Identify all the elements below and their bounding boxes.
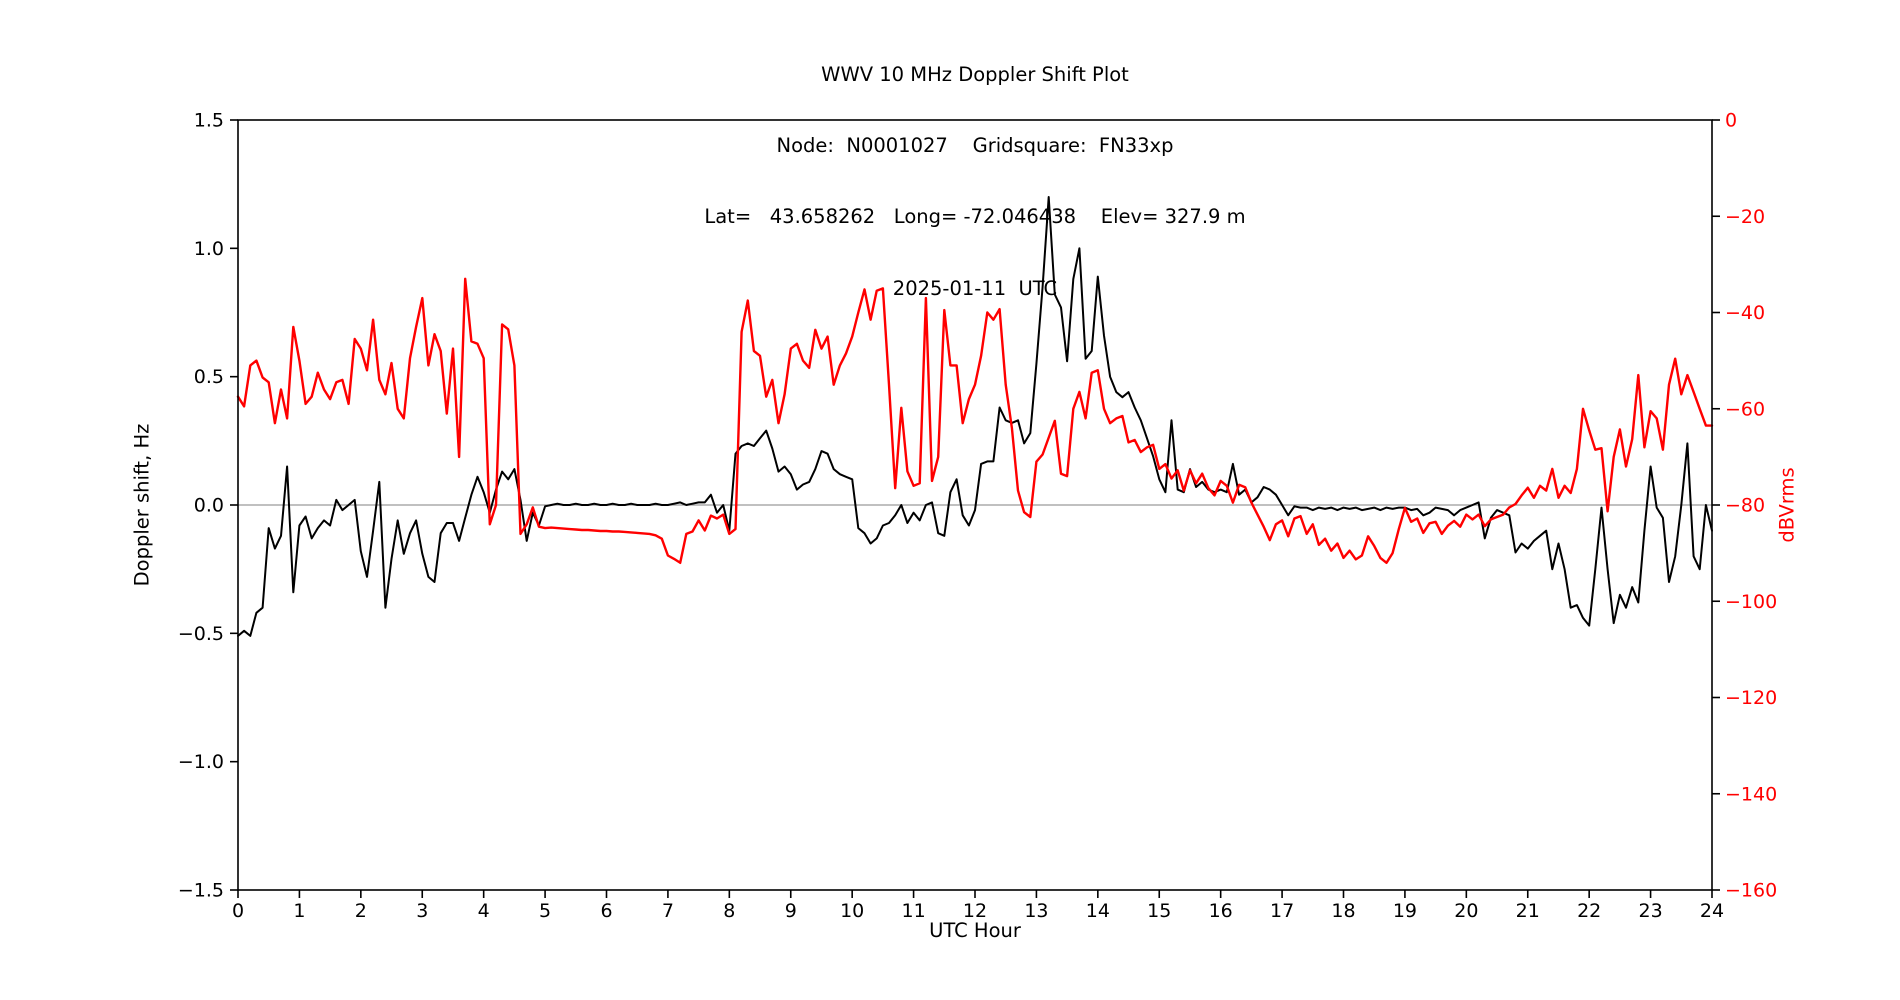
x-tick-label: 21: [1516, 900, 1540, 922]
x-tick-label: 11: [901, 900, 925, 922]
x-tick-label: 20: [1454, 900, 1478, 922]
x-tick-label: 17: [1270, 900, 1294, 922]
y-right-tick-label: 0: [1725, 110, 1737, 132]
x-tick-label: 8: [723, 900, 735, 922]
y-right-tick-label: −160: [1725, 880, 1777, 902]
chart-title-block: WWV 10 MHz Doppler Shift Plot Node: N000…: [238, 15, 1712, 324]
x-tick-label: 18: [1331, 900, 1355, 922]
y-right-tick-label: −40: [1725, 302, 1765, 324]
chart-subtitle-date: 2025-01-11 UTC: [892, 276, 1058, 300]
y-right-tick-label: −60: [1725, 398, 1765, 420]
x-tick-label: 13: [1024, 900, 1048, 922]
x-tick-label: 9: [785, 900, 797, 922]
y-right-tick-label: −100: [1725, 591, 1777, 613]
y-right-tick-label: −20: [1725, 206, 1765, 228]
x-tick-label: 19: [1393, 900, 1417, 922]
y-right-tick-label: −80: [1725, 495, 1765, 517]
x-tick-label: 23: [1638, 900, 1662, 922]
x-tick-label: 22: [1577, 900, 1601, 922]
y-left-tick-label: 0.0: [194, 495, 224, 517]
y-right-tick-label: −120: [1725, 687, 1777, 709]
y-left-tick-label: −1.0: [178, 751, 224, 773]
y-left-tick-label: 1.0: [194, 238, 224, 260]
doppler-shift-line: [237, 196, 1713, 637]
y-right-tick-label: −140: [1725, 783, 1777, 805]
x-tick-label: 14: [1086, 900, 1110, 922]
x-tick-label: 0: [232, 900, 244, 922]
y-left-tick-label: 0.5: [194, 366, 224, 388]
y-left-tick-label: −0.5: [178, 623, 224, 645]
x-tick-label: 10: [840, 900, 864, 922]
dbvrms-line: [236, 277, 1714, 564]
y-left-tick-label: −1.5: [178, 880, 224, 902]
chart-subtitle-node-gridsquare: Node: N0001027 Gridsquare: FN33xp: [776, 133, 1174, 157]
x-tick-label: 3: [416, 900, 428, 922]
x-tick-label: 1: [293, 900, 305, 922]
x-tick-label: 5: [539, 900, 551, 922]
x-tick-label: 7: [662, 900, 674, 922]
y-axis-left-label: Doppler shift, Hz: [130, 423, 154, 587]
chart-title: WWV 10 MHz Doppler Shift Plot: [821, 62, 1129, 86]
x-tick-label: 24: [1700, 900, 1724, 922]
x-axis-label: UTC Hour: [929, 919, 1021, 942]
x-tick-label: 12: [963, 900, 987, 922]
x-tick-label: 4: [478, 900, 490, 922]
y-axis-right-label: dBVrms: [1775, 467, 1799, 543]
x-tick-label: 2: [355, 900, 367, 922]
y-left-tick-label: 1.5: [194, 110, 224, 132]
x-tick-label: 16: [1209, 900, 1233, 922]
x-tick-label: 6: [600, 900, 612, 922]
x-tick-label: 15: [1147, 900, 1171, 922]
